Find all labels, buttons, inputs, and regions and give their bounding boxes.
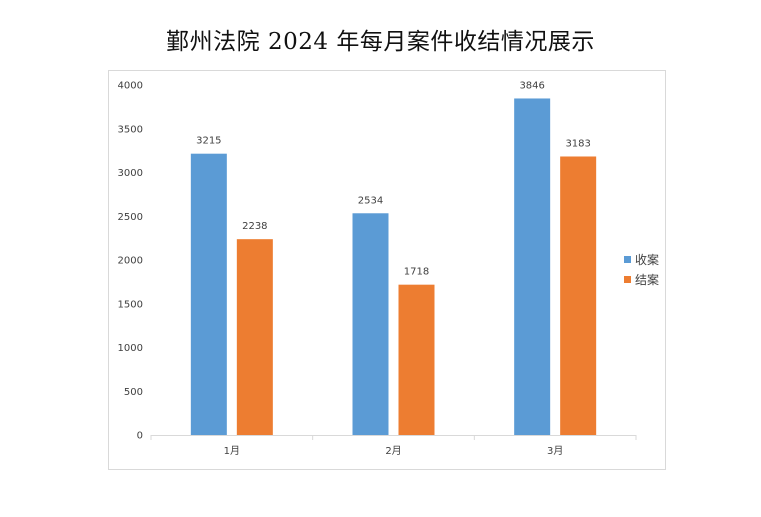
- data-label: 3183: [565, 138, 590, 149]
- x-tick-label: 2月: [385, 445, 401, 457]
- chart-title: 鄞州法院 2024 年每月案件收结情况展示: [166, 29, 595, 55]
- legend-label: 结案: [635, 272, 659, 287]
- bar: [560, 156, 597, 436]
- bars: [190, 98, 597, 436]
- bar: [352, 213, 389, 435]
- y-tick-label: 4000: [118, 81, 143, 92]
- x-tick-label: 3月: [547, 445, 563, 457]
- data-label: 3215: [196, 136, 221, 147]
- legend-swatch: [624, 276, 631, 283]
- legend-label: 收案: [635, 252, 659, 267]
- y-tick-label: 3500: [118, 124, 143, 135]
- y-tick-label: 2500: [118, 212, 143, 223]
- x-tick-label: 1月: [224, 445, 240, 457]
- data-label: 1718: [404, 267, 429, 278]
- bar: [398, 284, 435, 435]
- bar: [236, 239, 273, 435]
- bar: [190, 153, 227, 435]
- legend-swatch: [624, 256, 631, 263]
- bar: [514, 98, 551, 435]
- y-tick-label: 1500: [118, 299, 143, 310]
- data-label: 3846: [519, 80, 544, 91]
- data-labels: 3215 2238 2534 1718 3846 3183: [196, 80, 591, 277]
- y-tick-label: 500: [124, 387, 143, 398]
- x-axis: 1月 2月 3月: [150, 435, 637, 457]
- y-tick-label: 2000: [118, 256, 143, 267]
- y-tick-label: 1000: [118, 343, 143, 354]
- y-tick-label: 3000: [118, 168, 143, 179]
- data-label: 2534: [358, 195, 383, 206]
- data-label: 2238: [242, 221, 267, 232]
- y-tick-label: 0: [137, 431, 143, 442]
- y-axis: 0 500 1000 1500 2000 2500 3000 3500 4000: [118, 81, 143, 442]
